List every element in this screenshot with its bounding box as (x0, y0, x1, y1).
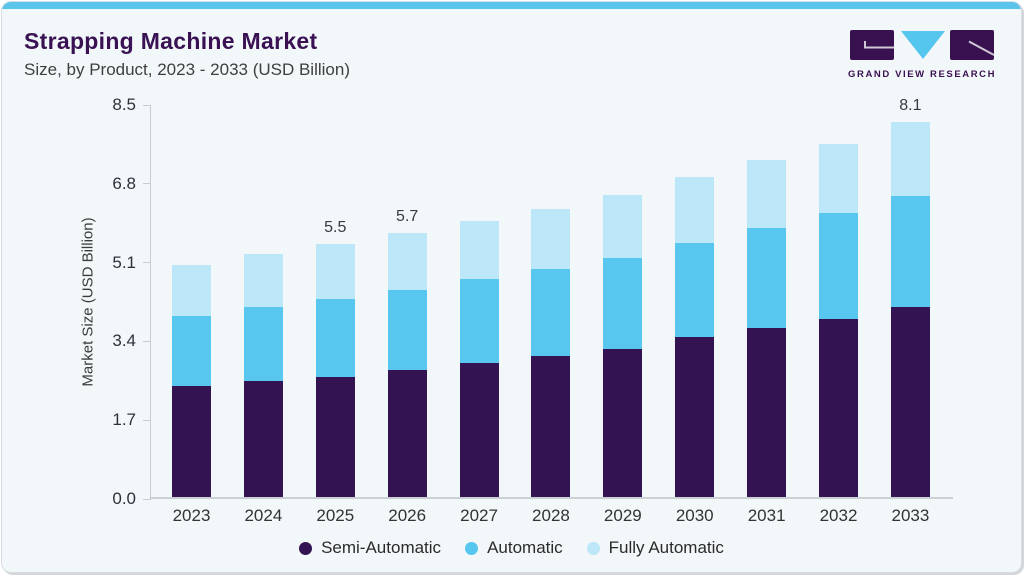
legend-dot-icon (299, 541, 313, 555)
y-tick-mark (143, 104, 151, 106)
bar-segment-automatic-2024[interactable] (243, 306, 283, 382)
bar-column-2024: 2024 (243, 105, 283, 525)
legend-label: Fully Automatic (608, 538, 724, 557)
bar-segment-semi-automatic-2032[interactable] (819, 318, 859, 497)
bar-total-label-2025: 5.5 (324, 219, 347, 237)
bar-column-2029: 2029 (603, 105, 643, 525)
bar-segment-automatic-2028[interactable] (531, 268, 571, 356)
bar-segment-automatic-2026[interactable] (387, 289, 427, 370)
bar-segment-semi-automatic-2028[interactable] (531, 355, 571, 497)
bar-segment-fully-automatic-2033[interactable] (890, 121, 930, 196)
bar-total-label-2033: 8.1 (899, 96, 922, 114)
bar-segment-semi-automatic-2025[interactable] (315, 376, 355, 497)
bar-columns: 2023 2024 5.5 2025 5.7 2026 2027 2028 2029 2030 20… (151, 97, 953, 525)
brand-name: GRAND VIEW RESEARCH (848, 69, 997, 80)
page-title: Strapping Machine Market (24, 28, 318, 54)
bar-segment-fully-automatic-2025[interactable] (315, 244, 355, 300)
bar-column-2023: 2023 (172, 105, 211, 525)
legend-dot-icon (465, 541, 479, 555)
bar-segment-fully-automatic-2027[interactable] (459, 220, 499, 280)
bar-total-label-2026: 5.7 (396, 207, 419, 225)
gvr-logo-icon (850, 30, 995, 60)
bar-segment-fully-automatic-2032[interactable] (819, 143, 859, 214)
bar-segment-fully-automatic-2026[interactable] (387, 232, 427, 290)
bar-segment-semi-automatic-2023[interactable] (172, 385, 211, 497)
chart-legend: Semi-Automatic Automatic Fully Automatic (2, 538, 1021, 558)
y-tick-label: 5.1 (112, 252, 136, 272)
y-tick-mark (143, 340, 151, 342)
bar-column-2025: 5.5 2025 (315, 105, 355, 525)
legend-dot-icon (586, 541, 600, 555)
legend-item-automatic[interactable]: Automatic (465, 538, 563, 558)
bar-segment-automatic-2027[interactable] (459, 279, 499, 363)
x-tick-label-2023: 2023 (172, 506, 211, 525)
bar-column-2033: 8.1 2033 (890, 97, 930, 525)
bar-segment-semi-automatic-2024[interactable] (243, 381, 283, 497)
bar-segment-fully-automatic-2029[interactable] (603, 195, 643, 259)
bar-segment-automatic-2023[interactable] (172, 316, 211, 386)
bar-segment-fully-automatic-2030[interactable] (675, 177, 715, 244)
bar-segment-automatic-2031[interactable] (747, 228, 787, 328)
bar-column-2032: 2032 (819, 105, 859, 525)
bar-segment-semi-automatic-2031[interactable] (747, 327, 787, 497)
bar-segment-fully-automatic-2023[interactable] (172, 265, 211, 317)
x-tick-label-2024: 2024 (244, 506, 283, 525)
y-tick-mark (143, 262, 151, 264)
x-tick-label-2027: 2027 (460, 506, 498, 525)
x-tick-label-2025: 2025 (316, 506, 355, 525)
bar-column-2026: 5.7 2026 (387, 105, 427, 525)
bar-column-2030: 2030 (675, 105, 715, 525)
bar-segment-fully-automatic-2031[interactable] (747, 160, 787, 229)
legend-label: Semi-Automatic (321, 538, 442, 557)
bar-segment-automatic-2033[interactable] (890, 195, 930, 307)
x-tick-label-2029: 2029 (603, 506, 642, 525)
bar-segment-fully-automatic-2024[interactable] (243, 253, 283, 307)
top-accent-bar (2, 2, 1021, 9)
bar-column-2028: 2028 (531, 105, 571, 525)
bar-segment-automatic-2032[interactable] (819, 213, 859, 319)
legend-label: Automatic (487, 538, 563, 557)
bar-segment-semi-automatic-2026[interactable] (387, 369, 427, 497)
x-tick-label-2033: 2033 (891, 506, 930, 525)
y-tick-label: 0.0 (112, 489, 136, 508)
bar-segment-automatic-2029[interactable] (603, 258, 643, 349)
y-tick-label: 3.4 (112, 331, 136, 351)
x-tick-label-2028: 2028 (532, 506, 570, 525)
legend-item-semi-automatic[interactable]: Semi-Automatic (299, 538, 441, 558)
x-tick-label-2031: 2031 (747, 506, 786, 525)
legend-item-fully-automatic[interactable]: Fully Automatic (586, 538, 724, 558)
bar-segment-semi-automatic-2033[interactable] (890, 307, 930, 497)
x-tick-label-2030: 2030 (675, 506, 714, 525)
bar-segment-semi-automatic-2030[interactable] (675, 337, 715, 497)
bar-segment-semi-automatic-2027[interactable] (459, 362, 499, 497)
bar-segment-semi-automatic-2029[interactable] (603, 348, 643, 497)
y-tick-mark (143, 498, 151, 500)
bar-segment-automatic-2025[interactable] (315, 299, 355, 377)
y-axis-tick-labels: 0.0 1.7 3.4 5.1 6.8 8.5 (2, 95, 136, 508)
chart-header: Strapping Machine Market Size, by Produc… (24, 28, 350, 80)
plot-area: 2023 2024 5.5 2025 5.7 2026 2027 2028 2029 2030 20… (143, 97, 953, 525)
bar-column-2027: 2027 (459, 105, 499, 525)
page-subtitle: Size, by Product, 2023 - 2033 (USD Billi… (24, 60, 350, 79)
brand-logo: GRAND VIEW RESEARCH (848, 30, 996, 80)
y-tick-mark (143, 183, 151, 185)
bar-segment-automatic-2030[interactable] (675, 243, 715, 338)
x-tick-label-2032: 2032 (819, 506, 858, 525)
y-tick-mark (143, 419, 151, 421)
x-tick-label-2026: 2026 (388, 506, 427, 525)
y-tick-label: 8.5 (112, 95, 136, 114)
y-tick-label: 6.8 (112, 173, 136, 193)
bar-column-2031: 2031 (747, 105, 787, 525)
y-tick-label: 1.7 (112, 410, 136, 430)
bar-segment-fully-automatic-2028[interactable] (531, 208, 571, 269)
